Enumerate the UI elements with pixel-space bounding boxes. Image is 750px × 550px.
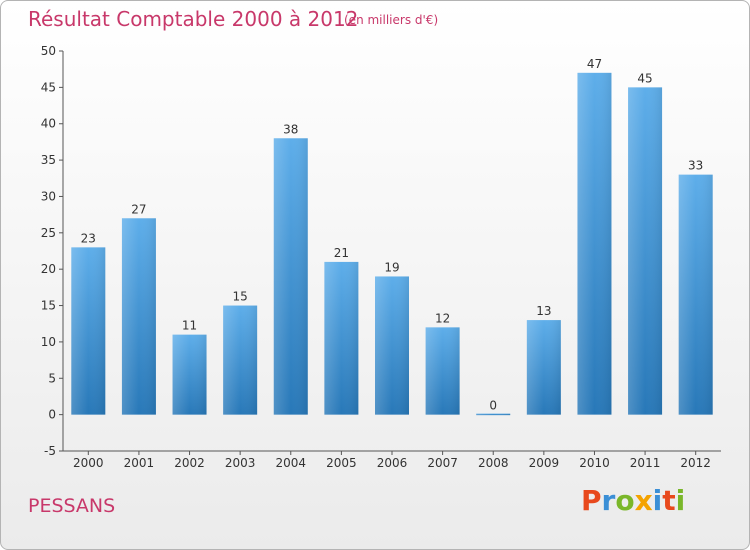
value-label-2010: 47 xyxy=(587,57,602,71)
y-tick-label: -5 xyxy=(44,444,56,458)
x-tick-label: 2004 xyxy=(275,456,306,470)
y-tick-label: 20 xyxy=(41,262,56,276)
logo-letter: i xyxy=(652,484,663,517)
value-label-2007: 12 xyxy=(435,311,450,325)
logo-letter: x xyxy=(634,484,653,517)
proxiti-logo: Proxiti xyxy=(581,484,685,517)
value-labels-group: 23 27 11 15 38 21 19 12 0 13 47 45 33 xyxy=(81,57,704,413)
value-label-2001: 27 xyxy=(131,202,146,216)
x-tick-label: 2007 xyxy=(427,456,458,470)
logo-letter: o xyxy=(615,484,635,517)
chart-subtitle: (en milliers d'€) xyxy=(344,13,439,27)
bar-shading xyxy=(223,305,258,415)
x-tick-label: 2010 xyxy=(579,456,610,470)
y-tick-label: 50 xyxy=(41,44,56,58)
y-tick-label: 35 xyxy=(41,153,56,167)
y-tick-label: 45 xyxy=(41,80,56,94)
bars-group xyxy=(71,72,713,416)
logo-letter: r xyxy=(601,484,616,517)
logo-letter: t xyxy=(662,484,676,517)
y-tick-label: 5 xyxy=(48,371,56,385)
x-tick-label: 2003 xyxy=(225,456,256,470)
bar-shading xyxy=(476,413,511,416)
x-tick-label: 2000 xyxy=(73,456,104,470)
value-label-2008: 0 xyxy=(489,399,497,413)
x-tick-label: 2012 xyxy=(680,456,711,470)
bar-shading xyxy=(172,334,207,415)
chart-title: Résultat Comptable 2000 à 2012 xyxy=(28,7,359,31)
x-tick-label: 2008 xyxy=(478,456,509,470)
bar-shading xyxy=(273,138,308,415)
y-tick-label: 15 xyxy=(41,299,56,313)
y-tick-label: 40 xyxy=(41,117,56,131)
value-label-2011: 45 xyxy=(637,71,652,85)
value-label-2005: 21 xyxy=(334,246,349,260)
bar-shading xyxy=(425,327,460,415)
bar-shading xyxy=(526,320,561,415)
town-name: PESSANS xyxy=(28,495,116,517)
value-label-2004: 38 xyxy=(283,122,298,136)
bar-shading xyxy=(628,87,663,415)
value-label-2009: 13 xyxy=(536,304,551,318)
x-tick-label: 2002 xyxy=(174,456,205,470)
value-label-2002: 11 xyxy=(182,319,197,333)
x-tick-label: 2009 xyxy=(529,456,560,470)
bar-shading xyxy=(71,247,106,415)
bar-shading xyxy=(324,261,359,415)
x-tick-label: 2011 xyxy=(630,456,661,470)
value-label-2003: 15 xyxy=(233,290,248,304)
x-tick-label: 2001 xyxy=(124,456,155,470)
logo-letter: i xyxy=(675,484,686,517)
x-tick-label: 2006 xyxy=(377,456,408,470)
logo-letter: P xyxy=(581,484,602,517)
bar-shading xyxy=(678,174,713,415)
y-tick-label: 10 xyxy=(41,335,56,349)
value-label-2006: 19 xyxy=(384,260,399,274)
x-tick-label: 2005 xyxy=(326,456,357,470)
value-label-2012: 33 xyxy=(688,159,703,173)
y-tick-label: 30 xyxy=(41,189,56,203)
bar-shading xyxy=(375,276,409,415)
y-tick-label: 0 xyxy=(48,408,56,422)
bar-shading xyxy=(121,218,156,415)
axes: -5 0 5 10 15 20 25 30 35 40 45 50 2000 2001 2002 2003 20… xyxy=(41,44,721,470)
bar-shading xyxy=(577,72,612,415)
y-tick-label: 25 xyxy=(41,226,56,240)
value-label-2000: 23 xyxy=(81,231,96,245)
